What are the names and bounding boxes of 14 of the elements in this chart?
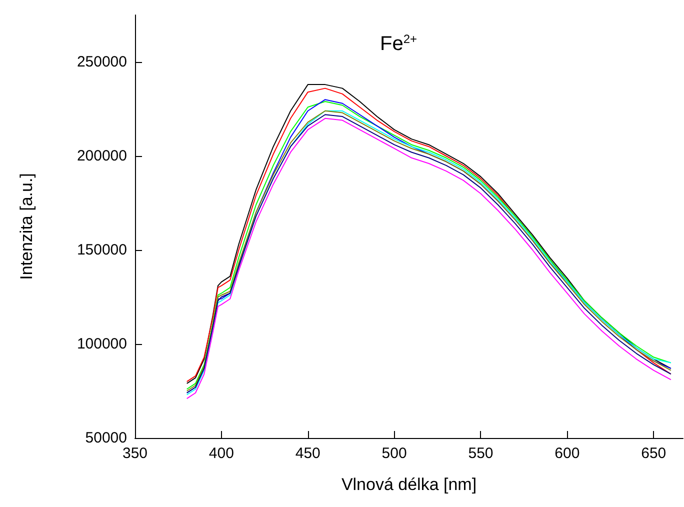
x-tick-label: 600	[554, 445, 580, 462]
y-tick-label: 100000	[76, 336, 127, 352]
x-tick-label: 550	[468, 445, 494, 462]
y-tick-label: 200000	[76, 148, 127, 164]
x-tick-label: 400	[208, 445, 234, 462]
x-tick-label: 350	[122, 445, 148, 462]
x-tick-label: 650	[641, 445, 666, 462]
y-tick-label: 50000	[85, 430, 127, 446]
x-tick-label: 500	[382, 445, 407, 462]
y-tick-label: 150000	[76, 242, 127, 258]
x-axis-title: Vlnová délka [nm]	[341, 475, 477, 494]
y-tick-label: 250000	[76, 54, 127, 70]
x-tick-label: 450	[295, 445, 320, 462]
y-axis-title: Intenzita [a.u.]	[17, 173, 36, 280]
